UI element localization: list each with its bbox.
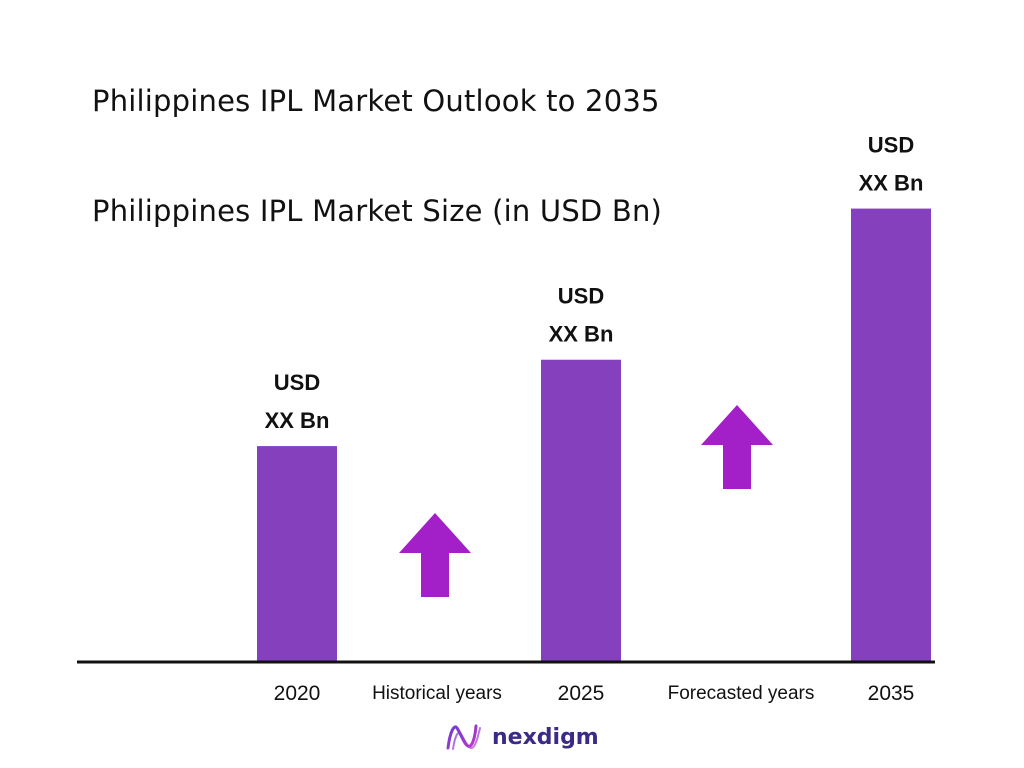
value-label-line2: XX Bn xyxy=(265,408,330,433)
period-label: Historical years xyxy=(372,683,502,704)
brand-logo: nexdigm xyxy=(444,722,599,752)
value-label-line2: XX Bn xyxy=(549,322,614,347)
value-label-line1: USD xyxy=(868,133,914,158)
chart-title: Philippines IPL Market Outlook to 2035 xyxy=(92,84,660,118)
x-tick-label: 2035 xyxy=(868,682,915,705)
bar-2020 xyxy=(257,446,337,662)
value-label-line1: USD xyxy=(558,284,604,309)
x-tick-label: 2025 xyxy=(558,682,605,705)
chart-subtitle: Philippines IPL Market Size (in USD Bn) xyxy=(92,194,663,228)
value-label-line1: USD xyxy=(274,370,320,395)
growth-arrow-icon xyxy=(399,513,471,597)
x-tick-label: 2020 xyxy=(274,682,321,705)
period-label: Forecasted years xyxy=(668,683,815,704)
growth-arrow-icon xyxy=(701,405,773,489)
value-label-line2: XX Bn xyxy=(859,171,924,196)
nexdigm-logo-icon xyxy=(446,724,481,750)
brand-name: nexdigm xyxy=(492,724,599,750)
bar-2025 xyxy=(541,359,621,662)
bar-2035 xyxy=(851,208,931,662)
